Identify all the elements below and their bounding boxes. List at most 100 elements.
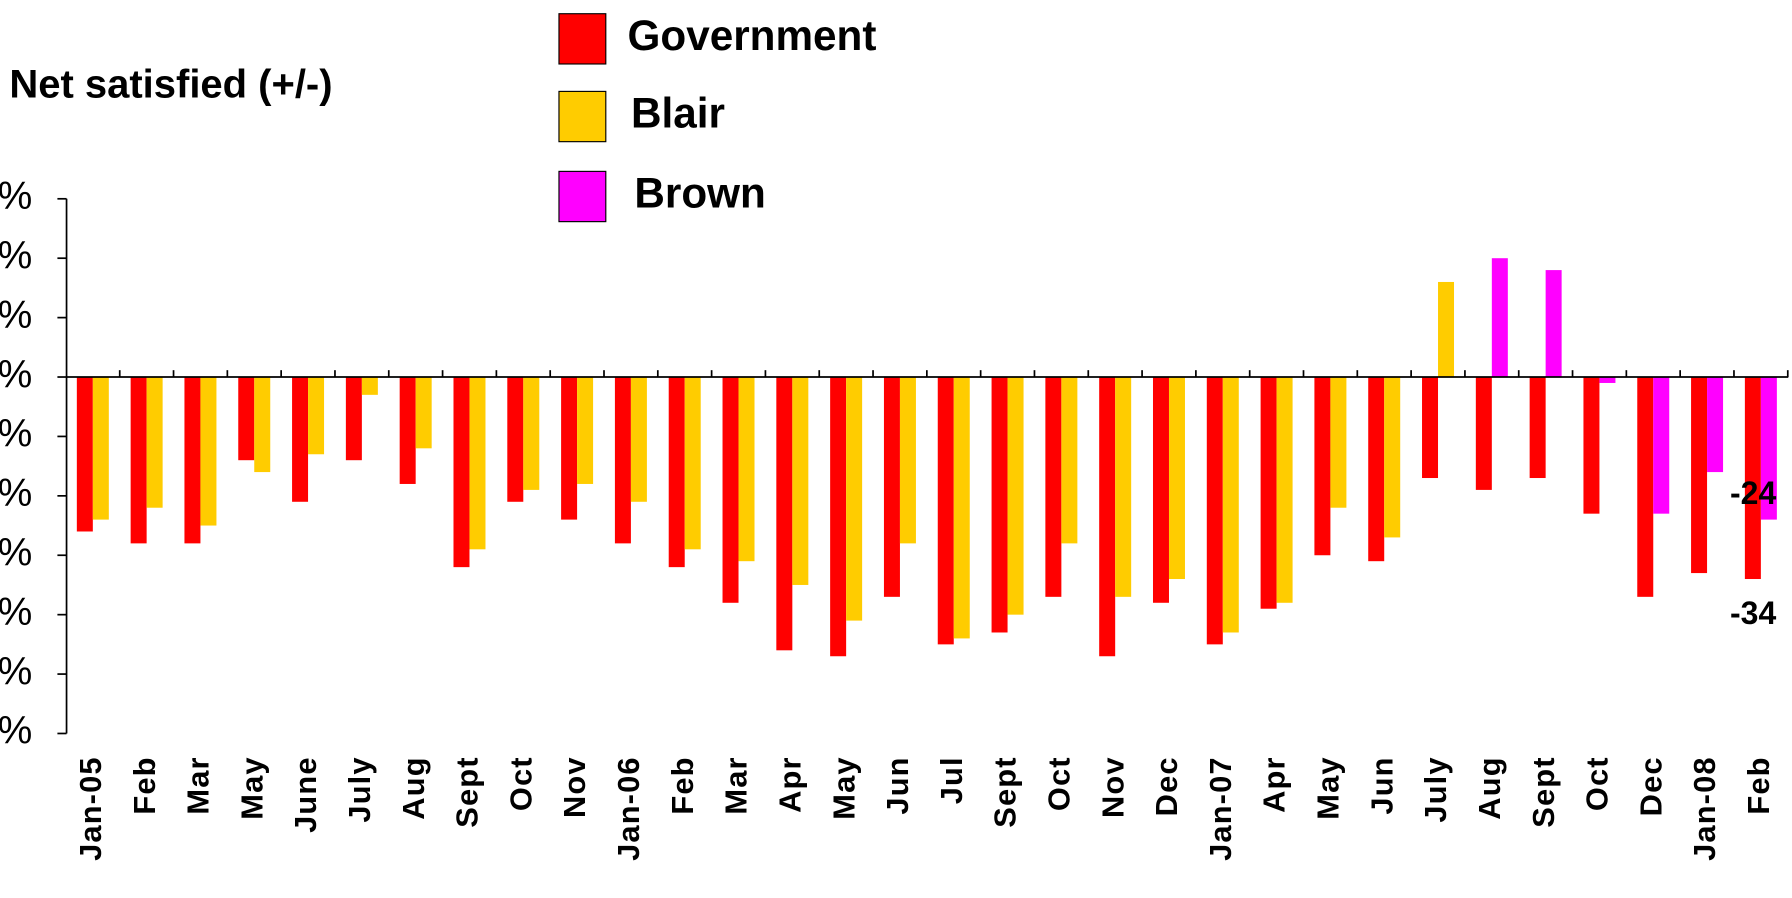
x-tick-label: Jan-07: [1203, 756, 1238, 861]
bar: [1368, 377, 1385, 562]
x-tick-label: Jun: [880, 756, 915, 814]
y-tick-label: 0%: [0, 353, 32, 396]
bar: [308, 377, 325, 455]
data-label: -24: [1730, 475, 1776, 511]
bar: [846, 377, 863, 621]
x-tick-label: June: [288, 756, 323, 833]
bar: [1099, 377, 1116, 657]
bar: [184, 377, 201, 544]
bar: [630, 377, 647, 502]
x-tick-label: Sept: [988, 756, 1023, 827]
bar: [1115, 377, 1132, 597]
x-tick-label: Jan-06: [611, 756, 646, 861]
bar: [1206, 377, 1223, 645]
y-tick-label: -20%: [0, 472, 32, 515]
bar: [146, 377, 163, 508]
bar: [1007, 377, 1024, 615]
y-tick-label: -10%: [0, 413, 32, 456]
x-tick-label: Feb: [665, 756, 700, 814]
bar: [1599, 377, 1616, 383]
legend-label: Brown: [634, 170, 765, 217]
x-tick-label: Dec: [1633, 756, 1668, 816]
bar: [830, 377, 847, 657]
bar: [1384, 377, 1401, 538]
bar: [1760, 377, 1777, 520]
bar: [469, 377, 486, 550]
bar: [668, 377, 685, 568]
bar: [577, 377, 594, 484]
bar: [1422, 377, 1439, 479]
bar: [738, 377, 755, 562]
bar: [361, 377, 378, 395]
bar: [523, 377, 540, 490]
x-tick-label: Apr: [1257, 756, 1292, 813]
x-tick-label: Oct: [503, 756, 538, 811]
bar: [991, 377, 1008, 633]
x-tick-label: Jun: [1364, 756, 1399, 814]
x-tick-label: Oct: [1042, 756, 1077, 811]
bar: [1061, 377, 1078, 544]
x-tick-label: Feb: [1741, 756, 1776, 814]
bar: [1045, 377, 1062, 597]
x-tick-label: Sept: [1526, 756, 1561, 827]
x-tick-label: Mar: [181, 756, 216, 814]
y-tick-label: -30%: [0, 532, 32, 575]
legend-label: Blair: [631, 90, 725, 137]
legend-swatch: [558, 13, 607, 65]
bar: [776, 377, 793, 651]
x-tick-label: Oct: [1580, 756, 1615, 811]
bar: [1475, 377, 1492, 490]
bar: [792, 377, 809, 585]
y-tick-label: -40%: [0, 591, 32, 634]
x-tick-label: Aug: [396, 756, 431, 819]
bar: [1583, 377, 1600, 514]
bar: [130, 377, 147, 544]
x-tick-label: Feb: [127, 756, 162, 814]
x-tick-label: July: [342, 756, 377, 822]
bar: [345, 377, 362, 461]
bar: [1260, 377, 1277, 609]
x-tick-label: Dec: [1149, 756, 1184, 816]
bar: [561, 377, 578, 520]
bar: [254, 377, 271, 473]
bar: [292, 377, 309, 502]
x-tick-label: July: [1418, 756, 1453, 822]
x-tick-label: Nov: [557, 756, 592, 818]
x-tick-label: Apr: [772, 756, 807, 813]
x-tick-label: May: [826, 756, 861, 819]
bar: [1707, 377, 1724, 473]
y-tick-label: 20%: [0, 234, 32, 277]
bar: [1637, 377, 1654, 597]
bar: [899, 377, 916, 544]
x-tick-label: Nov: [1095, 756, 1130, 818]
data-label: -34: [1730, 595, 1776, 631]
legend-label: Government: [628, 12, 877, 59]
legend-swatch: [558, 90, 607, 143]
x-tick-label: May: [1311, 756, 1346, 819]
bar: [937, 377, 954, 645]
bar: [1222, 377, 1239, 633]
bar: [415, 377, 432, 449]
bar: [200, 377, 217, 526]
x-tick-label: Jan-08: [1687, 756, 1722, 861]
y-tick-label: 10%: [0, 294, 32, 337]
bar: [614, 377, 631, 544]
bar: [684, 377, 701, 550]
bar: [883, 377, 900, 597]
bar: [453, 377, 470, 568]
x-tick-label: Mar: [719, 756, 754, 814]
y-tick-label: 30%: [0, 175, 32, 218]
bar: [1168, 377, 1185, 580]
bar: [1491, 258, 1508, 378]
y-tick-label: -60%: [0, 710, 32, 753]
legend-swatch: [558, 170, 607, 223]
bar: [507, 377, 524, 502]
x-tick-label: Jul: [934, 756, 969, 804]
bar: [92, 377, 109, 520]
bar: [1691, 377, 1708, 574]
x-tick-label: Jan-05: [73, 756, 108, 861]
chart-title: Net satisfied (+/-): [9, 62, 332, 106]
x-tick-label: May: [234, 756, 269, 819]
